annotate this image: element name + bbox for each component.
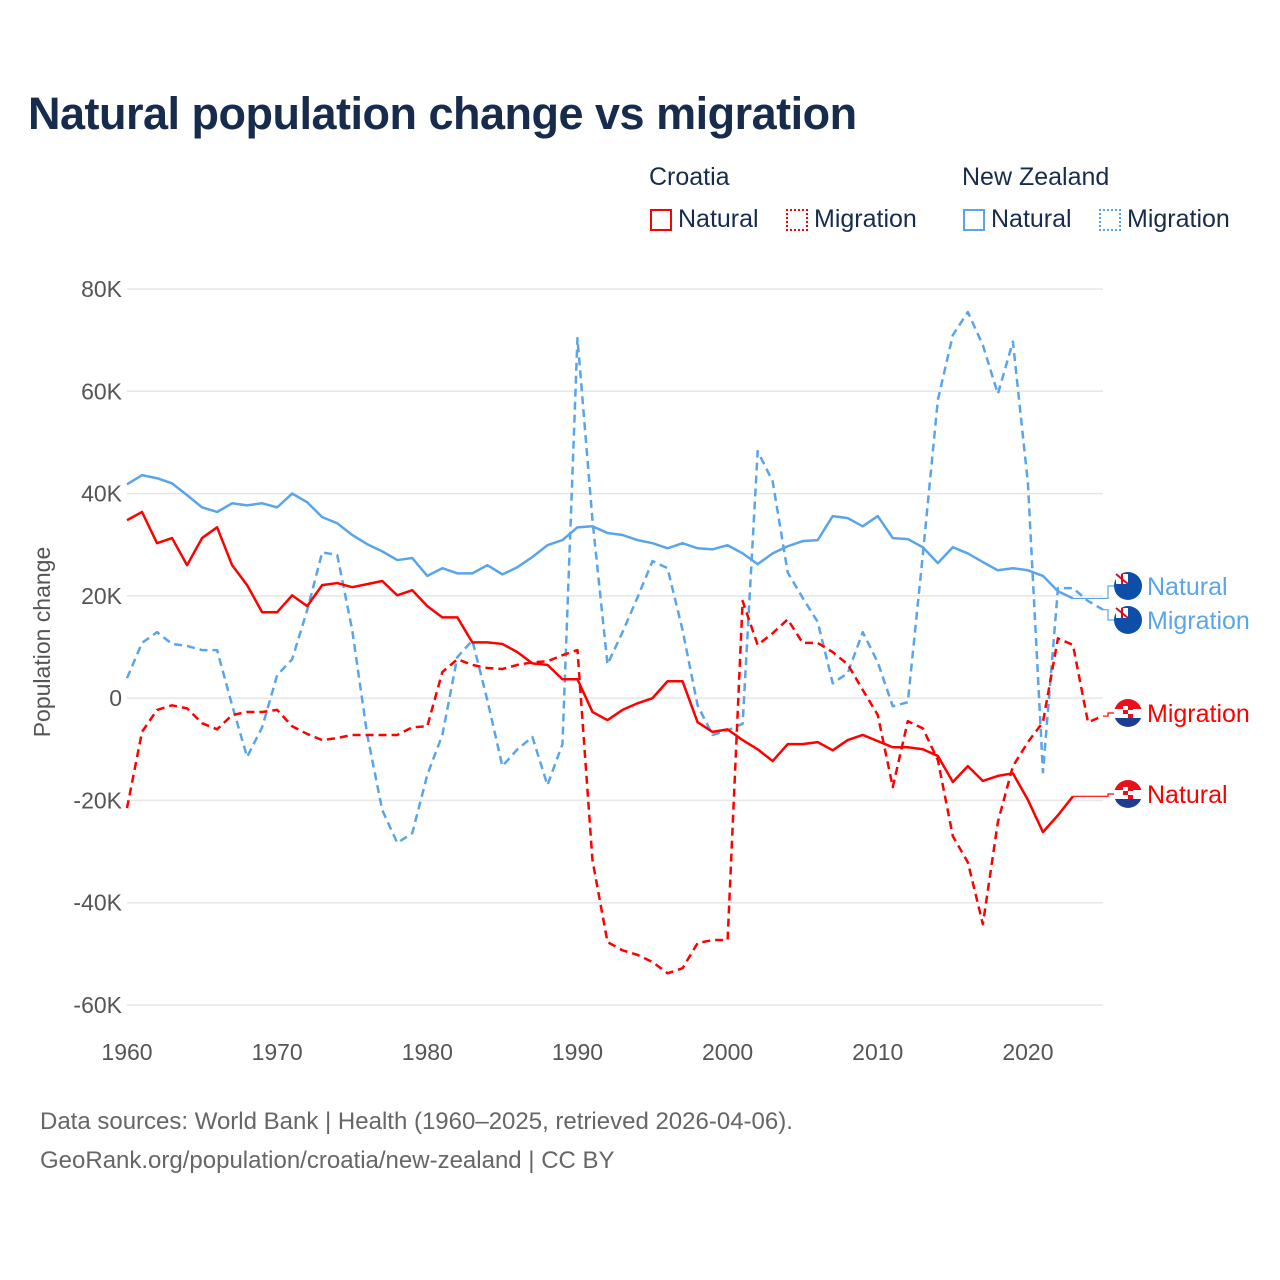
series-end-label: Natural xyxy=(1147,573,1228,601)
legend-label: Migration xyxy=(1127,205,1230,233)
series-line-croatia-natural xyxy=(126,510,1074,834)
y-tick-label: 0 xyxy=(109,685,122,711)
legend-swatch-solid xyxy=(650,208,672,231)
y-axis-label: Population change xyxy=(29,547,55,738)
legend-swatch-dotted xyxy=(1099,208,1121,231)
footer-link[interactable]: GeoRank.org/population/croatia/new-zeala… xyxy=(40,1147,615,1174)
series-line-new-zealand-migration xyxy=(125,310,1104,845)
footer-sources: Data sources: World Bank | Health (1960–… xyxy=(40,1108,793,1135)
legend-group-croatia: Croatia xyxy=(649,163,730,191)
legend-swatch-solid xyxy=(963,208,985,231)
label-connector xyxy=(1072,585,1115,600)
series-end-label: Migration xyxy=(1147,700,1250,728)
y-tick-label: -40K xyxy=(73,890,122,916)
x-tick-label: 2020 xyxy=(1002,1039,1053,1065)
series-end-label: Natural xyxy=(1147,781,1228,809)
label-connector xyxy=(1103,712,1115,717)
x-tick-label: 1990 xyxy=(552,1039,603,1065)
legend-croatia-migration[interactable]: Migration xyxy=(786,205,917,234)
y-tick-label: 80K xyxy=(81,276,123,302)
y-tick-label: -60K xyxy=(73,992,122,1018)
series-line-new-zealand-natural xyxy=(126,473,1074,600)
x-tick-label: 1980 xyxy=(402,1039,453,1065)
croatia-flag-icon xyxy=(1114,780,1142,808)
legend-nz-natural[interactable]: Natural xyxy=(963,205,1072,234)
label-connector xyxy=(1072,793,1115,797)
new-zealand-flag-icon xyxy=(1114,606,1142,634)
x-tick-label: 1970 xyxy=(252,1039,303,1065)
y-tick-label: -20K xyxy=(73,787,122,813)
x-tick-label: 2010 xyxy=(852,1039,903,1065)
label-connector xyxy=(1103,609,1115,621)
series-end-label: Migration xyxy=(1147,607,1250,635)
legend-nz-migration[interactable]: Migration xyxy=(1099,205,1230,234)
legend-label: Natural xyxy=(991,205,1072,233)
legend-label: Migration xyxy=(814,205,917,233)
y-tick-label: 20K xyxy=(81,583,123,609)
legend-group-new-zealand: New Zealand xyxy=(962,163,1110,191)
y-tick-label: 40K xyxy=(81,481,123,507)
y-tick-label: 60K xyxy=(81,378,123,404)
legend-label: Natural xyxy=(678,205,759,233)
croatia-flag-icon xyxy=(1114,699,1142,727)
new-zealand-flag-icon xyxy=(1114,572,1142,600)
x-tick-label: 1960 xyxy=(101,1039,152,1065)
legend-croatia-natural[interactable]: Natural xyxy=(650,205,759,234)
legend-swatch-dotted xyxy=(786,208,808,231)
series-line-croatia-migration xyxy=(125,599,1104,975)
chart-title: Natural population change vs migration xyxy=(28,88,857,139)
x-tick-label: 2000 xyxy=(702,1039,753,1065)
